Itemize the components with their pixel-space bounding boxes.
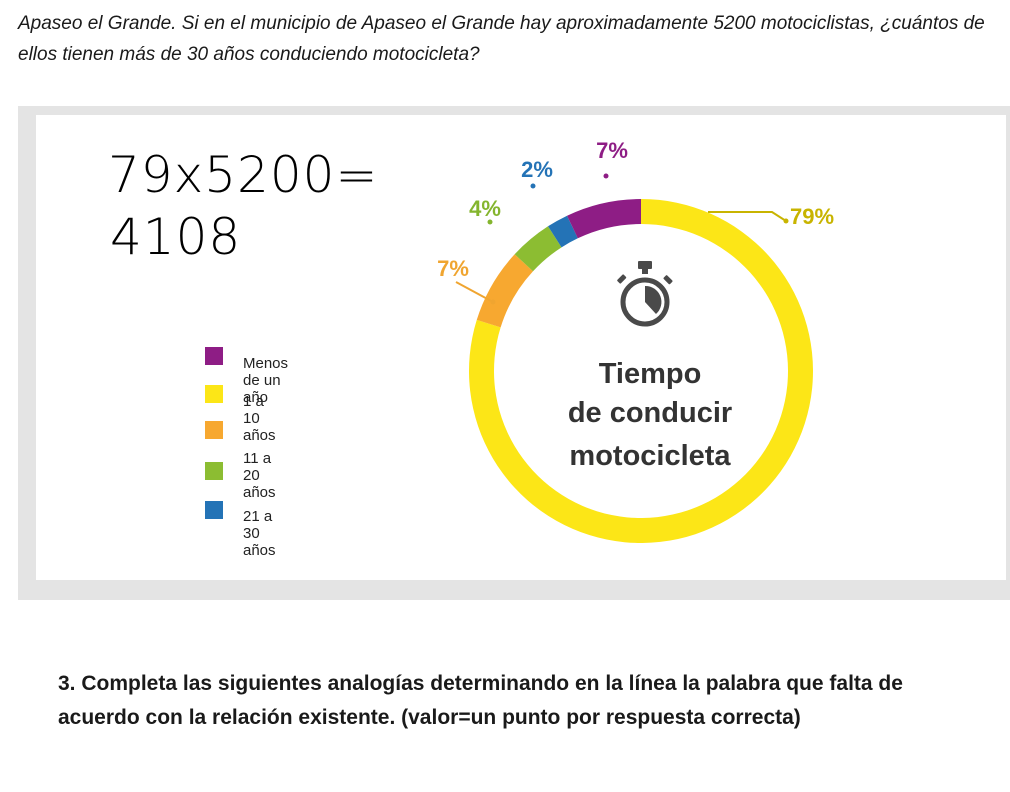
slice-value-label-0: 7% [596,138,628,163]
leader-dot-0 [603,173,609,179]
donut-slice-0 [567,199,641,239]
legend-label-0: Menos de un año [243,355,289,406]
slice-value-label-3: 4% [469,196,501,221]
legend-swatch-2 [205,421,223,439]
legend-swatch-3 [205,462,223,480]
legend-swatch-1 [205,385,223,403]
leader-line-2 [455,281,494,303]
legend-label-4: 21 a 30 años [243,508,276,559]
question-text: Apaseo el Grande. Si en el municipio de … [18,13,985,65]
handwritten-calculation: 79x5200= [108,146,379,204]
center-title-line-1: Tiempo [599,358,702,390]
legend-swatch-4 [205,501,223,519]
legend-label-2: 11 a 20 años [243,450,276,501]
leader-dot-4 [530,183,536,189]
slice-value-label-4: 2% [521,157,553,182]
stopwatch-icon [617,261,673,327]
legend-label-1: 1 a 10 años [243,393,276,444]
leader-dot-2 [490,299,496,305]
legend-swatch-0 [205,347,223,365]
donut-slice-3 [514,226,562,272]
leader-dot-3 [487,219,493,225]
handwritten-result: 4108 [110,208,242,266]
chart-panel [36,115,1006,580]
leader-dot-1 [783,218,789,224]
donut-slice-4 [548,215,578,248]
center-title-line-2: de conducir [568,397,732,429]
task-instruction: 3. Completa las siguientes analogías det… [58,672,903,729]
center-title-line-3: motocicleta [569,440,731,472]
donut-slice-2 [476,254,534,328]
leader-line-1 [708,211,787,222]
slice-value-label-2: 7% [437,256,469,281]
slice-value-label-1: 79% [790,204,834,229]
